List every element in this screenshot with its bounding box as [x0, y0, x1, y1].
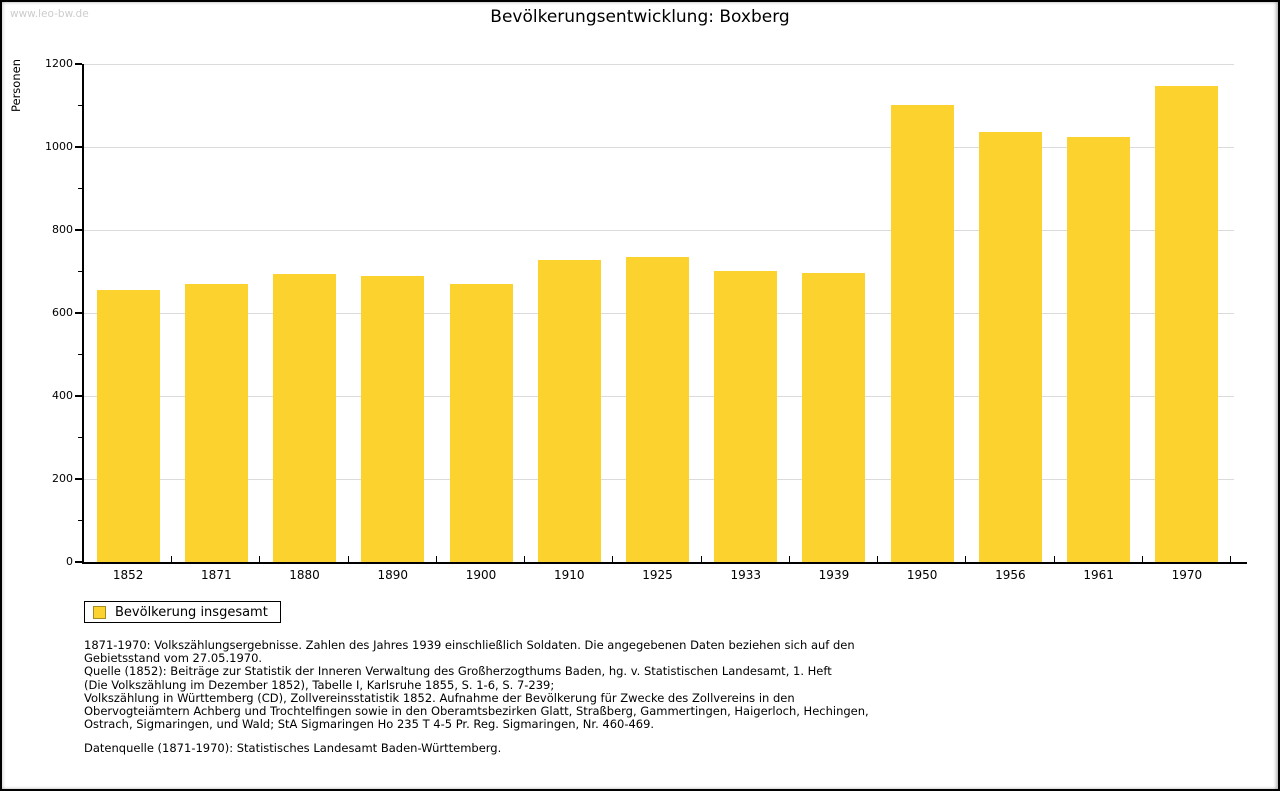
y-tick-minor: [78, 105, 82, 106]
bar-1961: [1067, 137, 1131, 562]
gridline-1000: [84, 146, 1234, 148]
x-tick-label: 1950: [906, 568, 938, 582]
footnote-line: Volkszählung in Württemberg (CD), Zollve…: [84, 690, 795, 705]
bar-1910: [537, 259, 601, 562]
x-tick-label: 1880: [289, 568, 320, 582]
bar-1950: [890, 104, 954, 562]
footnote-line: 1871-1970: Volkszählungsergebnisse. Zahl…: [84, 638, 855, 652]
y-tick-major: [75, 561, 82, 563]
y-tick-label: 800: [52, 223, 73, 236]
y-tick-minor: [78, 354, 82, 355]
x-tick-label: 1939: [818, 568, 850, 582]
chart-title: Bevölkerungsentwicklung: Boxberg: [490, 7, 790, 27]
x-boundary-tick: [1053, 556, 1055, 562]
y-tick-major: [75, 312, 82, 314]
x-boundary-tick: [700, 556, 702, 562]
x-tick-label: 1871: [201, 568, 232, 582]
bar-1890: [361, 276, 425, 562]
y-axis-line: [82, 64, 84, 562]
watermark: www.leo-bw.de: [10, 8, 89, 20]
y-tick-label: 400: [52, 389, 73, 402]
plot-area: 0 200 400 600 800 1000 1200 1852 1871 1880 1890 190…: [45, 57, 1234, 582]
x-tick-label: 1890: [377, 568, 409, 582]
x-boundary-tick: [1141, 556, 1143, 562]
y-tick-minor: [78, 188, 82, 189]
y-tick-label: 600: [52, 306, 73, 319]
y-tick-major: [75, 63, 82, 65]
footnote-line: (Die Volkszählung im Dezember 1852), Tab…: [84, 677, 555, 692]
x-tick-label: 1900: [465, 568, 497, 582]
x-boundary-tick: [877, 556, 879, 562]
x-tick-label: 1925: [642, 568, 673, 582]
x-boundary-tick: [347, 556, 349, 562]
y-tick-major: [75, 395, 82, 397]
y-tick-minor: [78, 271, 82, 272]
x-boundary-tick: [1230, 556, 1231, 562]
y-tick-label: 1200: [45, 57, 73, 70]
x-tick-label: 1970: [1171, 568, 1203, 582]
y-tick-minor: [78, 437, 82, 438]
bar-1900: [449, 284, 513, 562]
y-tick-label: 1000: [45, 140, 73, 153]
x-tick-label: 1956: [995, 568, 1026, 582]
footnote-line: Obervogteiämtern Achberg und Trochtelfin…: [84, 704, 869, 719]
bar-1925: [626, 256, 689, 562]
x-tick-label: 1961: [1083, 568, 1114, 582]
x-boundary-tick: [524, 556, 526, 562]
y-tick-major: [75, 478, 82, 480]
bar-1956: [978, 132, 1042, 562]
x-boundary-tick: [788, 556, 790, 562]
x-boundary-tick: [435, 556, 437, 562]
bar-1871: [184, 284, 248, 562]
datasource-line: Datenquelle (1871-1970): Statistisches L…: [84, 741, 502, 756]
x-tick-label: 1933: [730, 568, 761, 582]
bar-1970: [1155, 85, 1219, 562]
y-tick-label: 0: [66, 555, 73, 568]
bar-1852: [96, 289, 160, 562]
legend-box: Bevölkerung insgesamt: [84, 601, 281, 623]
legend-label: Bevölkerung insgesamt: [115, 604, 268, 620]
x-boundary-tick: [965, 556, 967, 562]
x-boundary-tick: [171, 556, 173, 562]
y-tick-major: [75, 146, 82, 148]
footnote-line: Ostrach, Sigmaringen, und Wald; StA Sigm…: [84, 717, 655, 732]
x-boundary-tick: [259, 556, 261, 562]
bar-1880: [273, 274, 337, 562]
legend-swatch-icon: [93, 605, 106, 619]
bar-1939: [802, 272, 866, 562]
gridline-1200: [84, 63, 1234, 65]
bar-1933: [714, 271, 778, 562]
footnote-line: Gebietsstand vom 27.05.1970.: [84, 651, 263, 666]
footnotes: 1871-1970: Volkszählungsergebnisse. Zahl…: [84, 638, 869, 756]
x-tick-label: 1852: [112, 568, 144, 582]
x-axis-line: [82, 562, 1247, 564]
x-boundary-tick: [612, 556, 614, 562]
y-tick-minor: [78, 520, 82, 521]
x-tick-label: 1910: [553, 568, 585, 582]
y-tick-major: [75, 229, 82, 231]
y-tick-label: 200: [52, 472, 73, 485]
gridline-800: [84, 229, 1234, 231]
footnote-line: Quelle (1852): Beiträge zur Statistik de…: [84, 664, 832, 679]
